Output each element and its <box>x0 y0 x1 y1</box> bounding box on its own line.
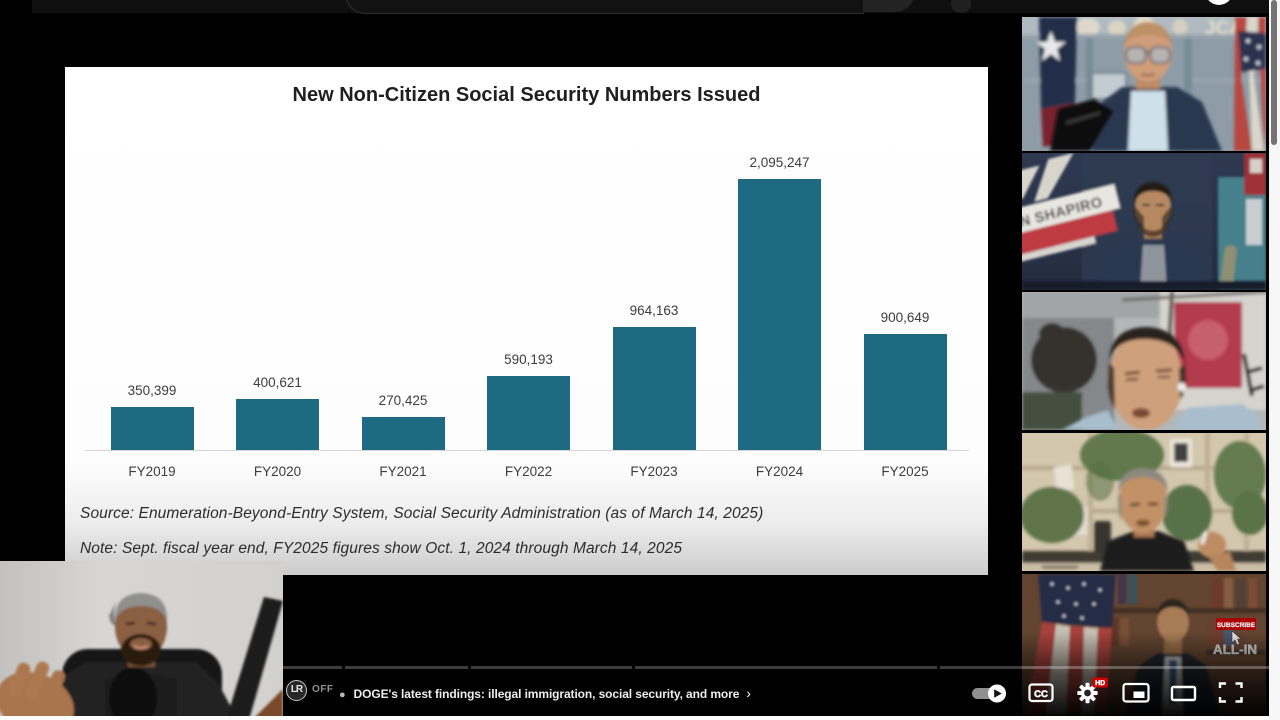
svg-text:CC: CC <box>1034 689 1048 700</box>
svg-text:JCA: JCA <box>1205 18 1243 39</box>
svg-text:SUBSCRIBE: SUBSCRIBE <box>1217 622 1256 629</box>
svg-text:HD: HD <box>1095 680 1105 687</box>
